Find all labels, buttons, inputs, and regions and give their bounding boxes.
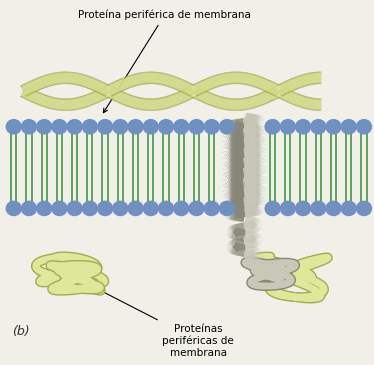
Circle shape (326, 201, 341, 216)
Circle shape (98, 120, 113, 134)
Circle shape (67, 120, 82, 134)
Circle shape (280, 120, 295, 134)
Circle shape (220, 201, 234, 216)
Circle shape (98, 201, 113, 216)
Circle shape (52, 120, 67, 134)
Circle shape (280, 201, 295, 216)
Circle shape (113, 201, 128, 216)
Circle shape (341, 201, 356, 216)
Circle shape (204, 201, 219, 216)
Circle shape (295, 120, 310, 134)
Circle shape (159, 120, 174, 134)
Circle shape (113, 120, 128, 134)
Circle shape (22, 201, 36, 216)
Circle shape (22, 120, 36, 134)
Circle shape (356, 201, 371, 216)
Circle shape (67, 201, 82, 216)
Circle shape (143, 201, 158, 216)
Circle shape (341, 120, 356, 134)
Circle shape (37, 120, 52, 134)
Circle shape (52, 201, 67, 216)
Circle shape (82, 201, 97, 216)
Text: Proteína periférica de membrana: Proteína periférica de membrana (78, 10, 251, 113)
Circle shape (220, 120, 234, 134)
Circle shape (143, 120, 158, 134)
Circle shape (37, 201, 52, 216)
Circle shape (311, 201, 326, 216)
Circle shape (128, 201, 143, 216)
Circle shape (204, 120, 219, 134)
Circle shape (356, 120, 371, 134)
Circle shape (189, 120, 204, 134)
Circle shape (265, 201, 280, 216)
Circle shape (174, 201, 189, 216)
Circle shape (159, 201, 174, 216)
Circle shape (6, 120, 21, 134)
Circle shape (6, 201, 21, 216)
Circle shape (265, 120, 280, 134)
Text: (b): (b) (12, 325, 30, 338)
Circle shape (295, 201, 310, 216)
Circle shape (174, 120, 189, 134)
Circle shape (311, 120, 326, 134)
Circle shape (128, 120, 143, 134)
Circle shape (189, 201, 204, 216)
Circle shape (82, 120, 97, 134)
Circle shape (326, 120, 341, 134)
Text: Proteínas
periféricas de
membrana: Proteínas periféricas de membrana (83, 281, 234, 358)
